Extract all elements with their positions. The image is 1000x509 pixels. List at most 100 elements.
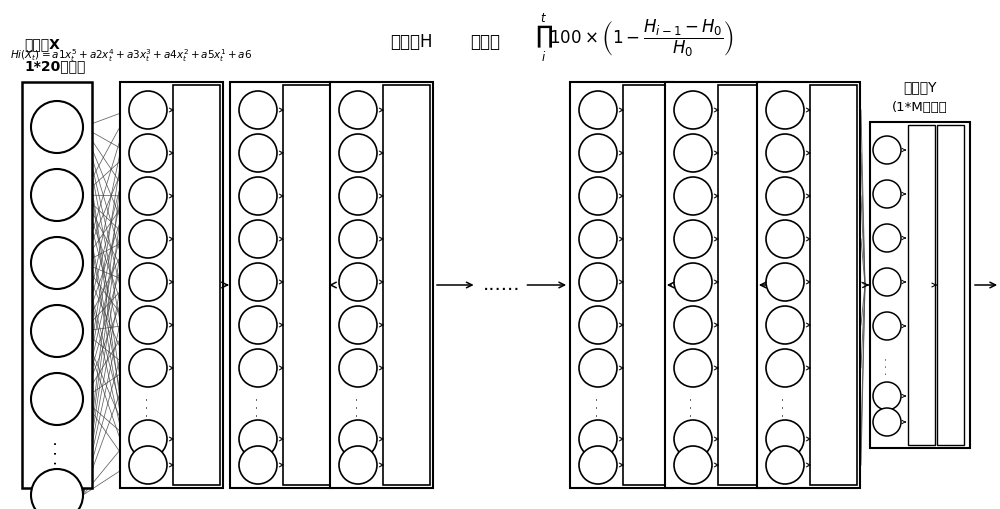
Bar — [230, 82, 333, 488]
Circle shape — [129, 263, 167, 301]
Bar — [330, 82, 433, 488]
Circle shape — [674, 349, 712, 387]
Circle shape — [31, 305, 83, 357]
Circle shape — [766, 349, 804, 387]
Circle shape — [674, 220, 712, 258]
Circle shape — [873, 136, 901, 164]
Bar — [383, 85, 430, 485]
Circle shape — [239, 91, 277, 129]
Circle shape — [579, 446, 617, 484]
Circle shape — [339, 263, 377, 301]
Circle shape — [766, 91, 804, 129]
Circle shape — [129, 134, 167, 172]
Circle shape — [674, 263, 712, 301]
Circle shape — [766, 306, 804, 344]
Circle shape — [31, 373, 83, 425]
Bar — [22, 82, 92, 488]
Circle shape — [129, 177, 167, 215]
Circle shape — [579, 306, 617, 344]
Circle shape — [129, 446, 167, 484]
Text: · · ·: · · · — [592, 397, 604, 417]
Circle shape — [239, 420, 277, 458]
Circle shape — [339, 446, 377, 484]
Bar — [283, 85, 330, 485]
Circle shape — [579, 349, 617, 387]
Bar — [937, 125, 964, 445]
Circle shape — [239, 349, 277, 387]
Circle shape — [31, 169, 83, 221]
Circle shape — [766, 177, 804, 215]
Bar — [908, 125, 935, 445]
Text: · · ·: · · · — [778, 397, 792, 417]
Text: · · ·: · · · — [142, 397, 154, 417]
Circle shape — [674, 306, 712, 344]
Circle shape — [766, 446, 804, 484]
Circle shape — [339, 177, 377, 215]
Circle shape — [873, 408, 901, 436]
Circle shape — [31, 101, 83, 153]
Circle shape — [239, 306, 277, 344]
Circle shape — [579, 263, 617, 301]
Circle shape — [129, 91, 167, 129]
Circle shape — [579, 91, 617, 129]
Text: 1*20的矩阵: 1*20的矩阵 — [24, 59, 85, 73]
Text: · · ·: · · · — [50, 441, 64, 465]
Circle shape — [339, 134, 377, 172]
Circle shape — [873, 224, 901, 252]
Bar — [120, 82, 223, 488]
Text: 隐藏层H: 隐藏层H — [390, 33, 432, 51]
Bar — [870, 122, 970, 448]
Circle shape — [674, 134, 712, 172]
Bar — [623, 85, 670, 485]
Bar — [665, 82, 768, 488]
Circle shape — [129, 349, 167, 387]
Circle shape — [339, 91, 377, 129]
Circle shape — [873, 180, 901, 208]
Bar — [810, 85, 857, 485]
Bar — [173, 85, 220, 485]
Circle shape — [579, 134, 617, 172]
Text: $\prod_{i}^{t}100\times\left(1-\dfrac{H_{i-1}-H_0}{H_0}\right)$: $\prod_{i}^{t}100\times\left(1-\dfrac{H_… — [535, 12, 734, 64]
Text: · · ·: · · · — [882, 357, 892, 375]
Circle shape — [766, 263, 804, 301]
Circle shape — [31, 469, 83, 509]
Circle shape — [766, 420, 804, 458]
Circle shape — [239, 220, 277, 258]
Circle shape — [674, 91, 712, 129]
Circle shape — [873, 312, 901, 340]
Text: · · ·: · · · — [686, 397, 700, 417]
Circle shape — [239, 263, 277, 301]
Circle shape — [674, 420, 712, 458]
Circle shape — [579, 420, 617, 458]
Circle shape — [766, 220, 804, 258]
Circle shape — [339, 420, 377, 458]
Circle shape — [129, 420, 167, 458]
Circle shape — [674, 446, 712, 484]
Text: ......: ...... — [483, 275, 520, 295]
Bar — [757, 82, 860, 488]
Circle shape — [339, 349, 377, 387]
Bar — [570, 82, 673, 488]
Text: 维度为: 维度为 — [470, 33, 500, 51]
Text: (1*M矩阵）: (1*M矩阵） — [892, 100, 948, 114]
Text: 输出层Y: 输出层Y — [903, 80, 937, 94]
Text: 输入层X: 输入层X — [24, 37, 60, 51]
Circle shape — [579, 220, 617, 258]
Circle shape — [129, 306, 167, 344]
Circle shape — [766, 134, 804, 172]
Circle shape — [129, 220, 167, 258]
Circle shape — [239, 446, 277, 484]
Circle shape — [873, 382, 901, 410]
Text: · · ·: · · · — [352, 397, 364, 417]
Circle shape — [674, 177, 712, 215]
Circle shape — [579, 177, 617, 215]
Circle shape — [339, 220, 377, 258]
Circle shape — [873, 268, 901, 296]
Text: · · ·: · · · — [252, 397, 264, 417]
Circle shape — [239, 177, 277, 215]
Circle shape — [31, 237, 83, 289]
Bar — [718, 85, 765, 485]
Circle shape — [339, 306, 377, 344]
Text: $Hi(X_t)=a1x_t^5+a2x_t^4+a3x_t^3+a4x_t^2+a5x_t^1+a6$: $Hi(X_t)=a1x_t^5+a2x_t^4+a3x_t^3+a4x_t^2… — [10, 48, 252, 65]
Circle shape — [239, 134, 277, 172]
